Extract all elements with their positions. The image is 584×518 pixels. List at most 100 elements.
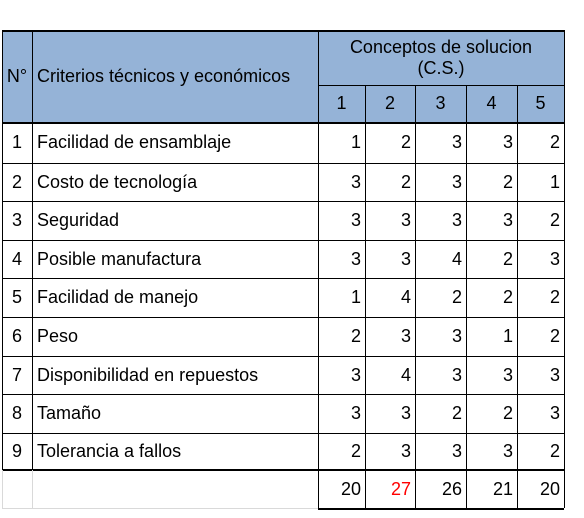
row-number: 2	[11, 171, 22, 192]
header-criteria-label: Criterios técnicos y económicos	[37, 65, 291, 86]
concept-number-header: 4	[486, 93, 497, 113]
row-number: 9	[11, 441, 22, 461]
score-cell: 2	[451, 403, 462, 423]
rule-row	[2, 163, 564, 164]
score-cell: 3	[451, 326, 462, 346]
score-cell: 3	[502, 132, 513, 152]
rule-top	[2, 30, 564, 32]
score-cell: 3	[400, 441, 411, 461]
score-cell: 4	[451, 248, 462, 269]
row-number: 1	[11, 132, 22, 152]
rule-row	[2, 356, 564, 357]
rule-after-criteria	[318, 30, 319, 508]
criterion-label: Facilidad de manejo	[37, 287, 199, 307]
score-cell: 2	[451, 287, 462, 307]
concepts-title-line2: (C.S.)	[417, 57, 465, 78]
criterion-label: Facilidad de ensamblaje	[37, 132, 232, 152]
score-cell: 2	[549, 210, 560, 230]
row-number: 7	[11, 364, 22, 385]
concept-number-header: 1	[336, 93, 347, 113]
criterion-label: Tolerancia a fallos	[37, 441, 182, 461]
score-cell: 2	[502, 403, 513, 423]
criterion-label: Peso	[37, 326, 79, 346]
score-cell: 1	[502, 326, 513, 346]
gridline	[32, 470, 33, 508]
total-cell: 26	[441, 478, 462, 499]
gridline	[2, 470, 3, 508]
score-cell: 3	[549, 403, 560, 423]
score-cell: 3	[549, 364, 560, 385]
rule-row	[2, 240, 564, 241]
rule-concept-column	[365, 85, 366, 508]
score-cell: 3	[451, 364, 462, 385]
rule-row	[2, 278, 564, 279]
criterion-label: Seguridad	[37, 210, 120, 230]
score-cell: 3	[400, 248, 411, 269]
score-cell: 2	[502, 171, 513, 192]
score-cell: 2	[549, 132, 560, 152]
score-cell: 3	[451, 132, 462, 152]
score-cell: 3	[350, 364, 361, 385]
row-number: 6	[11, 326, 22, 346]
rule-right	[564, 30, 565, 508]
rule-row	[2, 433, 564, 434]
rule-row	[2, 201, 564, 202]
criterion-label: Tamaño	[37, 403, 102, 423]
total-cell: 20	[340, 478, 361, 499]
score-cell: 2	[350, 441, 361, 461]
score-cell: 1	[350, 287, 361, 307]
criterion-label: Disponibilidad en repuestos	[37, 364, 259, 385]
rule-row	[2, 317, 564, 318]
header-number-label: N°	[6, 65, 28, 86]
concept-number-header: 3	[435, 93, 446, 113]
score-cell: 3	[350, 403, 361, 423]
rule-concept-column	[415, 85, 416, 508]
score-cell: 2	[350, 326, 361, 346]
header-background	[2, 30, 564, 122]
score-cell: 3	[400, 210, 411, 230]
row-number: 5	[11, 287, 22, 307]
score-cell: 3	[400, 326, 411, 346]
criterion-label: Posible manufactura	[37, 248, 202, 269]
row-number: 3	[11, 210, 22, 230]
gridline	[2, 508, 318, 509]
score-cell: 3	[451, 210, 462, 230]
score-cell: 2	[502, 287, 513, 307]
rule-concept-column	[466, 85, 467, 508]
score-cell: 1	[549, 171, 560, 192]
score-cell: 3	[502, 441, 513, 461]
score-cell: 2	[400, 132, 411, 152]
row-number: 8	[11, 403, 22, 423]
score-cell: 3	[549, 248, 560, 269]
total-cell: 20	[539, 478, 560, 499]
rule-header-bottom	[2, 122, 564, 124]
score-cell: 3	[451, 441, 462, 461]
score-cell: 2	[549, 441, 560, 461]
score-cell: 2	[400, 171, 411, 192]
score-cell: 4	[400, 364, 411, 385]
rule-row	[2, 394, 564, 395]
rule-bottom	[318, 508, 564, 510]
score-cell: 2	[502, 248, 513, 269]
score-cell: 1	[350, 132, 361, 152]
concept-number-header: 2	[384, 93, 395, 113]
total-cell: 21	[492, 478, 513, 499]
score-cell: 3	[502, 210, 513, 230]
score-cell: 3	[400, 403, 411, 423]
score-cell: 3	[350, 248, 361, 269]
score-cell: 2	[549, 326, 560, 346]
score-cell: 3	[350, 210, 361, 230]
score-cell: 3	[451, 171, 462, 192]
score-cell: 4	[400, 287, 411, 307]
row-number: 4	[11, 248, 22, 269]
rule-left	[2, 30, 3, 470]
rule-before-totals	[2, 469, 564, 471]
concept-number-header: 5	[535, 93, 546, 113]
concepts-title-line1: Conceptos de solucion	[349, 36, 533, 57]
score-cell: 3	[502, 364, 513, 385]
rule-after-number	[32, 30, 33, 470]
rule-concept-column	[517, 85, 518, 508]
header-concepts-title: Conceptos de solucion (C.S.)	[318, 30, 564, 85]
total-cell: 27	[390, 478, 411, 499]
